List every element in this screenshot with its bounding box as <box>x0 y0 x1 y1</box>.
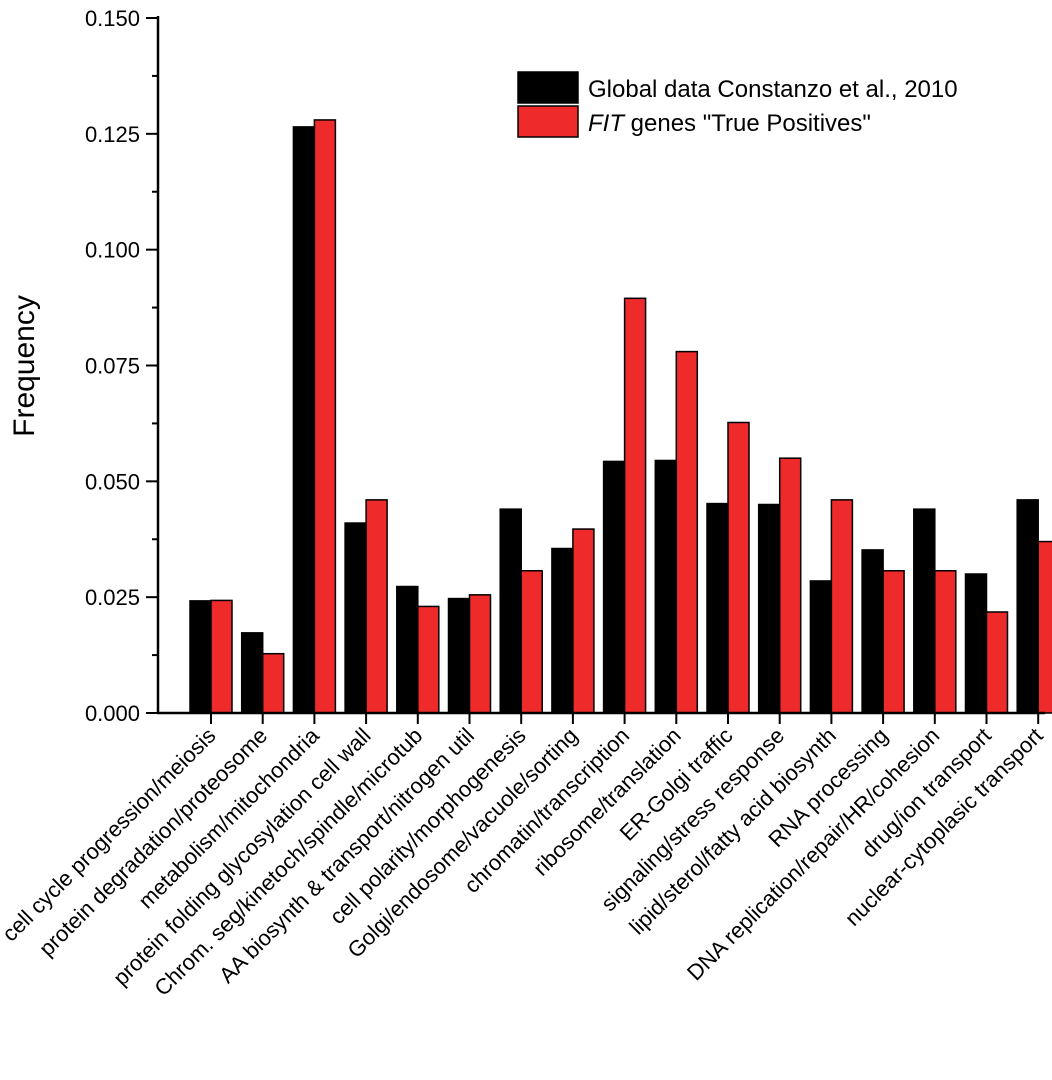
legend-label-fit: FIT genes "True Positives" <box>588 110 871 137</box>
bar-fit-7 <box>572 528 595 714</box>
y-tick-label-6: 0.150 <box>85 6 140 31</box>
bar-fit-12 <box>830 499 854 714</box>
bar-fit-1 <box>261 652 285 714</box>
bar-global-1 <box>240 632 264 714</box>
y-tick-label-4: 0.100 <box>85 238 140 263</box>
bar-global-16 <box>1016 499 1039 714</box>
legend-label-fit-rest: genes "True Positives" <box>624 110 871 137</box>
bar-fit-4 <box>417 605 440 714</box>
bar-global-4 <box>396 585 419 714</box>
bar-global-6 <box>499 508 522 714</box>
bar-fit-13 <box>882 570 905 714</box>
bar-global-0 <box>189 600 212 714</box>
legend-swatch-fit <box>517 105 579 138</box>
bar-fit-11 <box>778 457 802 714</box>
bar-fit-0 <box>210 599 233 714</box>
bar-global-13 <box>861 549 884 714</box>
legend-label-global: Global data Constanzo et al., 2010 <box>588 76 958 103</box>
bar-fit-14 <box>934 570 957 714</box>
legend: Global data Constanzo et al., 2010 FIT g… <box>517 71 958 138</box>
bar-global-2 <box>292 126 316 714</box>
legend-label-fit-italic: FIT <box>588 110 626 137</box>
y-tick-label-5: 0.125 <box>85 122 140 147</box>
bars-layer <box>189 119 1052 714</box>
y-tick-label-2: 0.050 <box>85 469 140 494</box>
bar-fit-10 <box>727 421 750 714</box>
bar-global-14 <box>913 508 936 714</box>
y-tick-label-3: 0.075 <box>85 354 140 379</box>
y-ticks-layer: 0.000 0.025 0.050 0.075 0.100 0.125 0.150 <box>85 6 158 726</box>
bar-fit-5 <box>468 594 492 714</box>
legend-swatch-global <box>517 71 579 104</box>
bar-global-7 <box>551 547 574 714</box>
bar-global-15 <box>964 573 988 714</box>
bar-fit-16 <box>1037 540 1052 714</box>
bar-global-3 <box>344 522 367 714</box>
bar-global-10 <box>706 502 729 714</box>
bar-fit-8 <box>623 297 647 714</box>
bar-global-12 <box>809 580 833 714</box>
bar-fit-2 <box>313 119 337 714</box>
y-tick-label-0: 0.000 <box>85 701 140 726</box>
y-axis-title: Frequency <box>8 295 41 437</box>
bar-fit-3 <box>365 499 388 714</box>
bar-fit-6 <box>520 570 543 714</box>
bar-fit-9 <box>675 350 699 714</box>
bar-global-11 <box>757 503 781 714</box>
bar-global-8 <box>602 460 626 714</box>
bar-fit-15 <box>985 611 1009 714</box>
y-tick-label-1: 0.025 <box>85 585 140 610</box>
bar-global-9 <box>654 459 678 714</box>
bar-global-5 <box>447 597 471 714</box>
